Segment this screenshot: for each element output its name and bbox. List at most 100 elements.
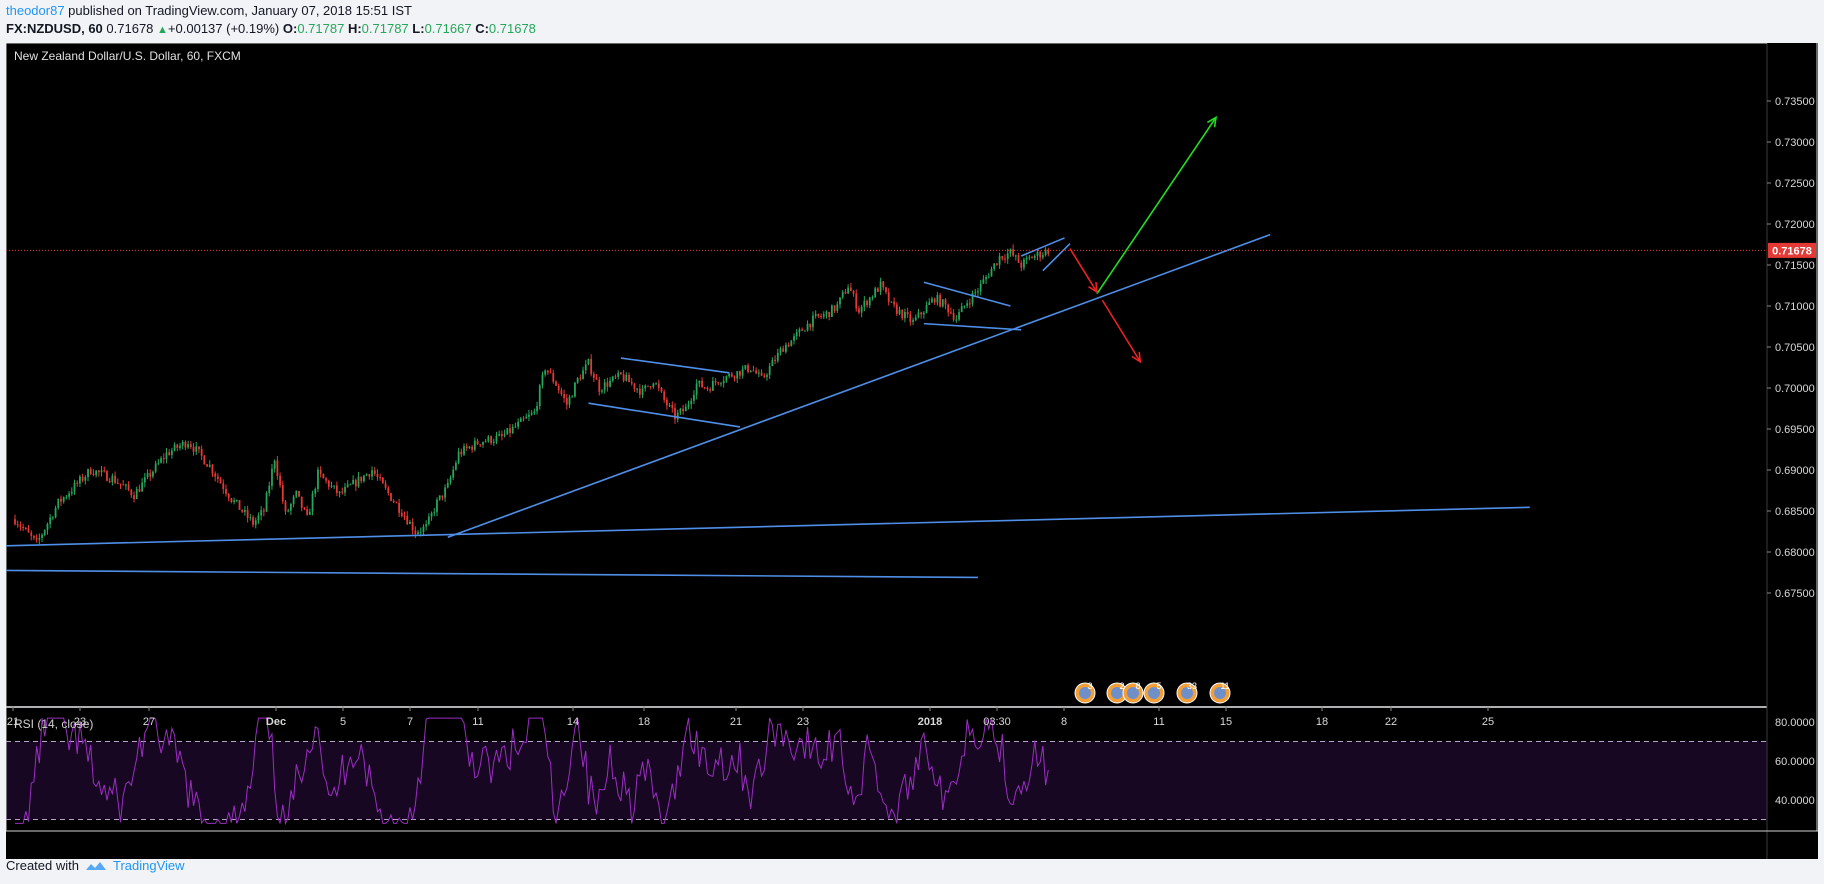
event-count: 3 <box>1087 681 1092 691</box>
event-marker-icon[interactable]: 33 <box>1176 681 1198 704</box>
candle-body <box>998 256 1001 265</box>
candle-body <box>876 288 879 292</box>
candle-body <box>887 292 890 303</box>
candle-body <box>958 312 960 320</box>
price-chart[interactable]: 3 2 8 5 33 11 0.735000.730000.725000.720000.7… <box>4 42 1818 859</box>
candle-body <box>741 368 744 376</box>
candle-body <box>125 484 127 486</box>
candle-body <box>368 474 371 477</box>
candle-body <box>200 449 203 456</box>
candle-body <box>379 477 382 479</box>
candle-body <box>557 385 560 391</box>
candle-body <box>108 480 111 483</box>
candle-body <box>225 489 227 494</box>
candle-body <box>430 513 433 517</box>
x-tick-label: 03:30 <box>983 716 1011 728</box>
candle-body <box>100 470 103 473</box>
candle-body <box>714 380 717 383</box>
candle-body <box>62 497 65 502</box>
candle-body <box>860 306 863 313</box>
event-markers[interactable]: 3 2 8 5 33 11 <box>1074 681 1231 704</box>
candle-body <box>785 344 787 352</box>
candle-body <box>885 287 887 293</box>
candle-body <box>344 486 346 493</box>
candle-body <box>774 359 776 361</box>
event-marker-icon[interactable]: 8 <box>1122 681 1144 704</box>
event-marker-icon[interactable]: 2 <box>1106 681 1128 704</box>
candle-body <box>127 484 130 490</box>
candle-body <box>49 517 52 525</box>
candle-body <box>498 434 501 436</box>
author-link[interactable]: theodor87 <box>6 3 65 18</box>
candle-body <box>690 400 693 405</box>
candle-body <box>303 507 306 510</box>
candle-body <box>982 279 985 284</box>
chart-title: New Zealand Dollar/U.S. Dollar, 60, FXCM <box>14 49 241 63</box>
candle-body <box>749 370 752 372</box>
candle-body <box>587 358 590 365</box>
candle-body <box>511 426 514 433</box>
x-tick-label: 11 <box>1153 716 1164 728</box>
candle-body <box>76 482 79 484</box>
candle-body <box>168 452 171 456</box>
chart-area[interactable]: 3 2 8 5 33 11 0.73500 0.73000 0.72500 0.72000 0.7… <box>4 42 1818 859</box>
candle-body <box>898 309 901 314</box>
candle-body <box>760 372 763 376</box>
candle-body <box>866 300 868 306</box>
candle-body <box>373 470 376 474</box>
candle-body <box>530 412 533 415</box>
candle-body <box>522 418 525 420</box>
candle-body <box>306 509 309 515</box>
candle-body <box>922 312 925 315</box>
arrow-head <box>1088 282 1098 294</box>
candle-body <box>97 470 100 473</box>
candle-body <box>755 370 758 374</box>
candle-body <box>219 478 222 484</box>
candle-body <box>882 281 885 288</box>
trendline <box>620 357 730 374</box>
candle-body <box>214 473 217 477</box>
candle-body <box>371 470 373 477</box>
candle-body <box>295 490 298 497</box>
event-marker-icon[interactable]: 11 <box>1209 681 1231 704</box>
candle-body <box>744 365 747 369</box>
candle-body <box>449 477 452 483</box>
event-marker-icon[interactable]: 5 <box>1143 681 1165 704</box>
rsi-tick-label: 80.0000 <box>1775 717 1815 729</box>
rsi-axis: 80.0000 60.0000 40.0000 <box>1775 717 1815 807</box>
candle-body <box>830 305 833 317</box>
candle-body <box>116 482 119 484</box>
candle-body <box>1023 259 1025 268</box>
high-label: H: <box>347 21 362 36</box>
candle-body <box>203 455 206 465</box>
candle-body <box>260 510 263 516</box>
trendline <box>923 281 1011 307</box>
candle-body <box>768 366 771 376</box>
y-tick-label: 0.71500 <box>1775 260 1815 272</box>
candle-body <box>425 524 428 527</box>
candle-body <box>503 434 506 436</box>
candle-body <box>1014 255 1017 257</box>
price-axis[interactable] <box>1767 43 1818 859</box>
candle-body <box>84 477 87 481</box>
event-marker-icon[interactable]: 3 <box>1074 681 1096 704</box>
x-tick-label: 27 <box>143 716 155 728</box>
candle-body <box>130 489 133 496</box>
candle-body <box>538 385 541 407</box>
trendline <box>588 402 741 428</box>
candle-body <box>971 293 974 304</box>
candle-body <box>787 344 790 347</box>
event-count: 8 <box>1135 681 1140 691</box>
arrow-line <box>1101 299 1141 363</box>
candle-body <box>484 441 487 443</box>
candle-body <box>546 370 549 373</box>
candle-body <box>411 521 414 531</box>
candle-body <box>281 485 284 502</box>
candle-body <box>1028 257 1031 259</box>
tradingview-link[interactable]: TradingView <box>112 858 185 873</box>
candle-body <box>733 376 736 379</box>
candle-body <box>211 464 214 474</box>
candle-body <box>252 517 254 525</box>
candle-body <box>1036 251 1039 256</box>
candle-body <box>387 487 390 494</box>
